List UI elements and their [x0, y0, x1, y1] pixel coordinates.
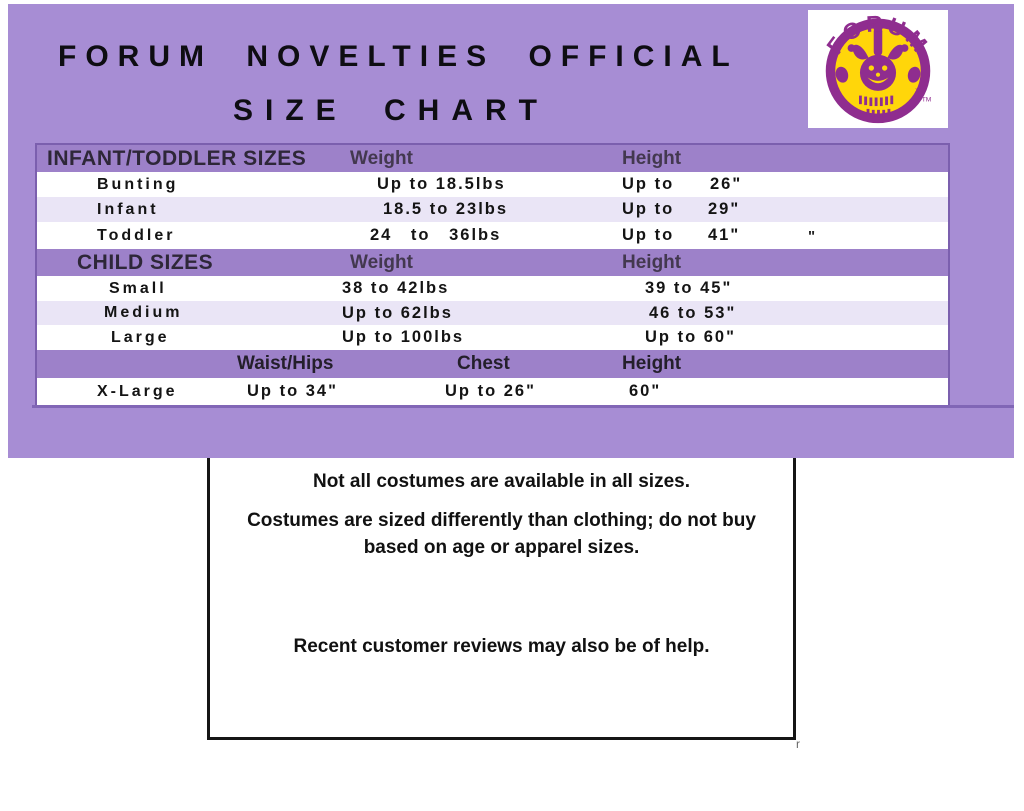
height-prefix: Up to	[622, 226, 675, 244]
size-table: INFANT/TODDLER SIZES Weight Height Bunti…	[35, 143, 950, 405]
weight-value: Up to 62lbs	[342, 303, 453, 322]
chest-value: Up to 26"	[445, 382, 536, 400]
note-sizing: Costumes are sized differently than clot…	[247, 510, 756, 558]
waist-column-header: Waist/Hips	[237, 353, 334, 374]
section-title: CHILD SIZES	[77, 250, 214, 274]
size-label: X-Large	[97, 382, 178, 400]
height-column-header: Height	[622, 147, 682, 169]
height-prefix: Up to	[622, 175, 675, 193]
weight-value: Up to 18.5lbs	[377, 175, 506, 193]
weight-value: 38 to 42lbs	[342, 279, 450, 297]
note-availability: Not all costumes are available in all si…	[312, 471, 690, 492]
chart-title-line1: FORUM NOVELTIES OFFICIAL	[58, 40, 739, 73]
logo-star-right-icon: ✶	[914, 86, 922, 97]
weight-value: Up to 100lbs	[342, 328, 465, 346]
section-header-child: CHILD SIZES Weight Height	[37, 249, 948, 276]
chest-column-header: Chest	[457, 353, 510, 374]
weight-column-header: Weight	[350, 147, 413, 169]
weight-value: 24 to 36lbs	[370, 226, 502, 244]
height-prefix: Up to	[622, 200, 675, 218]
height-value: 41"	[708, 226, 741, 244]
height-column-header: Height	[622, 353, 682, 374]
section-header-xlarge: Waist/Hips Chest Height	[37, 350, 948, 378]
logo-star-left-icon: ✶	[832, 86, 840, 97]
table-row: Bunting Up to 18.5lbs Up to 26"	[37, 172, 948, 197]
height-column-header: Height	[622, 251, 682, 273]
table-row: Small 38 to 42lbs 39 to 45"	[37, 276, 948, 301]
table-row: Toddler 24 to 36lbs Up to 41"	[37, 222, 948, 249]
section-header-infant-toddler: INFANT/TODDLER SIZES Weight Height	[37, 145, 948, 172]
size-label: Infant	[97, 200, 159, 218]
stray-quote-artifact: "	[808, 228, 816, 245]
forum-logo: FORUM ✶ ✶ TM	[808, 10, 948, 128]
size-label: Medium	[104, 304, 183, 321]
weight-value: 18.5 to 23lbs	[383, 200, 509, 218]
waist-value: Up to 34"	[247, 382, 338, 400]
weight-column-header: Weight	[350, 251, 413, 273]
height-value: 39 to 45"	[645, 279, 733, 297]
size-label: Large	[111, 328, 170, 346]
table-row: Large Up to 100lbs Up to 60"	[37, 325, 948, 350]
size-label: Toddler	[97, 226, 176, 244]
forum-jester-logo-icon: FORUM ✶ ✶ TM	[821, 12, 932, 124]
height-value: Up to 60"	[645, 328, 736, 346]
table-row: X-Large Up to 34" Up to 26" 60"	[37, 378, 948, 405]
note-reviews: Recent customer reviews may also be of h…	[293, 636, 710, 657]
size-label: Small	[109, 279, 167, 297]
table-row: Infant 18.5 to 23lbs Up to 29"	[37, 197, 948, 222]
notes-box: Not all costumes are available in all si…	[207, 458, 796, 740]
height-value: 29"	[708, 200, 741, 218]
height-value: 46 to 53"	[649, 303, 737, 322]
height-value: 60"	[629, 382, 662, 400]
chart-title-line2: SIZE CHART	[233, 94, 549, 127]
bottom-band-divider	[32, 405, 1014, 408]
stray-letter-artifact: r	[796, 737, 800, 751]
size-label: Bunting	[97, 175, 179, 193]
logo-tm-mark: TM	[922, 96, 932, 103]
table-row: Medium Up to 62lbs 46 to 53"	[37, 301, 948, 325]
section-title: INFANT/TODDLER SIZES	[47, 146, 307, 170]
height-value: 26"	[710, 175, 743, 193]
